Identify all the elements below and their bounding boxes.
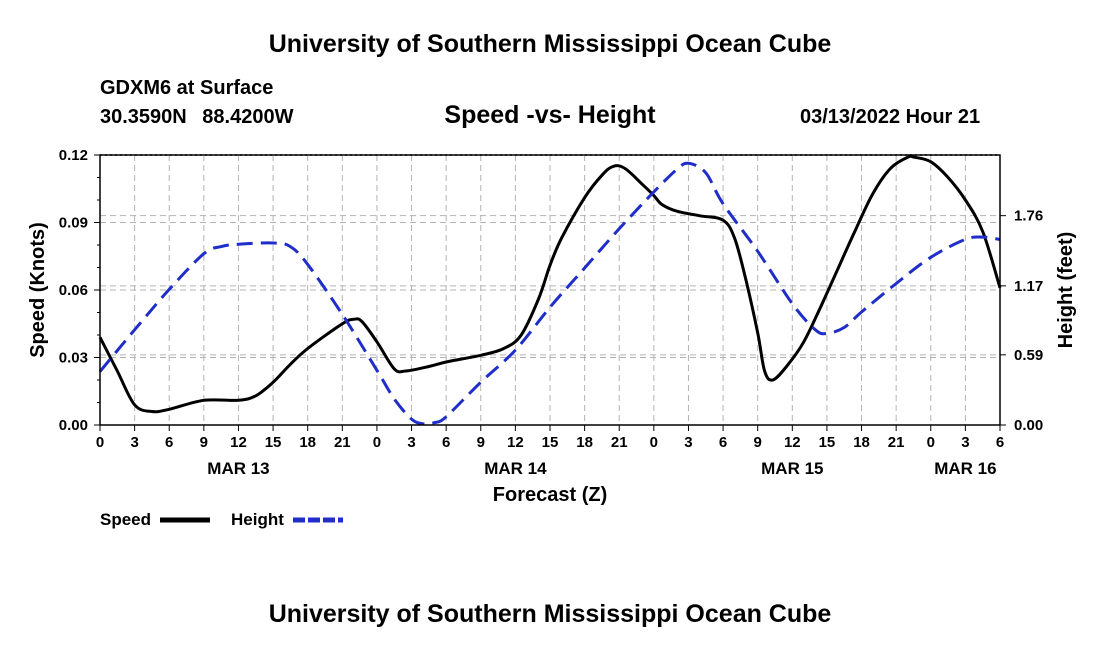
x-tick-label: 12 <box>230 434 247 451</box>
x-tick-label: 3 <box>407 434 415 451</box>
x-tick-label: 3 <box>684 434 692 451</box>
y-tick-label: 0.06 <box>59 282 88 299</box>
legend-label-speed: Speed <box>100 510 151 529</box>
chart-title: Speed -vs- Height <box>444 101 656 129</box>
x-tick-label: 6 <box>719 434 727 451</box>
date-label: MAR 14 <box>484 459 547 478</box>
y2-tick-label: 1.76 <box>1014 208 1043 225</box>
x-tick-label: 15 <box>542 434 559 451</box>
x-tick-label: 21 <box>611 434 628 451</box>
grid <box>100 154 1000 426</box>
x-tick-label: 0 <box>927 434 935 451</box>
x-tick-label: 0 <box>96 434 104 451</box>
date-label: MAR 13 <box>207 459 269 478</box>
x-tick-label: 12 <box>784 434 801 451</box>
x-tick-label: 3 <box>961 434 969 451</box>
y2-tick-label: 0.00 <box>1014 417 1043 434</box>
x-axis-label: Forecast (Z) <box>493 484 607 506</box>
x-tick-label: 0 <box>650 434 658 451</box>
axes: 0 3 6 9 12 15 18 21 0 3 6 9 12 15 18 21 0 3 6 9 12 15 18 21 0 3 60… <box>27 147 1077 506</box>
y-tick-label: 0.03 <box>59 350 88 367</box>
date-label: MAR 16 <box>934 459 996 478</box>
date-label: 03/13/2022 Hour 21 <box>800 106 981 128</box>
legend-label-height: Height <box>231 510 284 529</box>
y2-tick-label: 1.17 <box>1014 278 1043 295</box>
series-line-height <box>98 161 1001 426</box>
x-tick-label: 18 <box>299 434 316 451</box>
x-tick-label: 9 <box>477 434 485 451</box>
x-tick-label: 21 <box>334 434 351 451</box>
x-tick-label: 6 <box>996 434 1004 451</box>
series-layer <box>98 154 1002 426</box>
series-line-speed <box>98 154 1002 414</box>
x-tick-label: 9 <box>754 434 762 451</box>
y-tick-label: 0.12 <box>59 147 88 164</box>
x-tick-label: 18 <box>853 434 870 451</box>
x-tick-label: 15 <box>819 434 836 451</box>
y2-tick-label: 0.59 <box>1014 347 1043 364</box>
y-axis-label: Speed (Knots) <box>27 222 49 358</box>
y-tick-label: 0.09 <box>59 215 88 232</box>
x-tick-label: 6 <box>442 434 450 451</box>
x-tick-label: 9 <box>200 434 208 451</box>
y-tick-label: 0.00 <box>59 417 88 434</box>
x-tick-label: 21 <box>888 434 905 451</box>
location-label: 30.3590N 88.4200W <box>100 106 294 128</box>
legend: Speed Height <box>100 510 343 529</box>
date-label: MAR 15 <box>761 459 823 478</box>
footer-title: University of Southern Mississippi Ocean… <box>268 600 832 628</box>
x-tick-label: 0 <box>373 434 381 451</box>
page-title: University of Southern Mississippi Ocean… <box>268 30 832 58</box>
x-tick-label: 18 <box>576 434 593 451</box>
x-tick-label: 12 <box>507 434 524 451</box>
x-tick-label: 6 <box>165 434 173 451</box>
x-tick-label: 15 <box>265 434 282 451</box>
y2-axis-label: Height (feet) <box>1055 232 1077 349</box>
station-label: GDXM6 at Surface <box>100 77 274 99</box>
x-tick-label: 3 <box>130 434 138 451</box>
